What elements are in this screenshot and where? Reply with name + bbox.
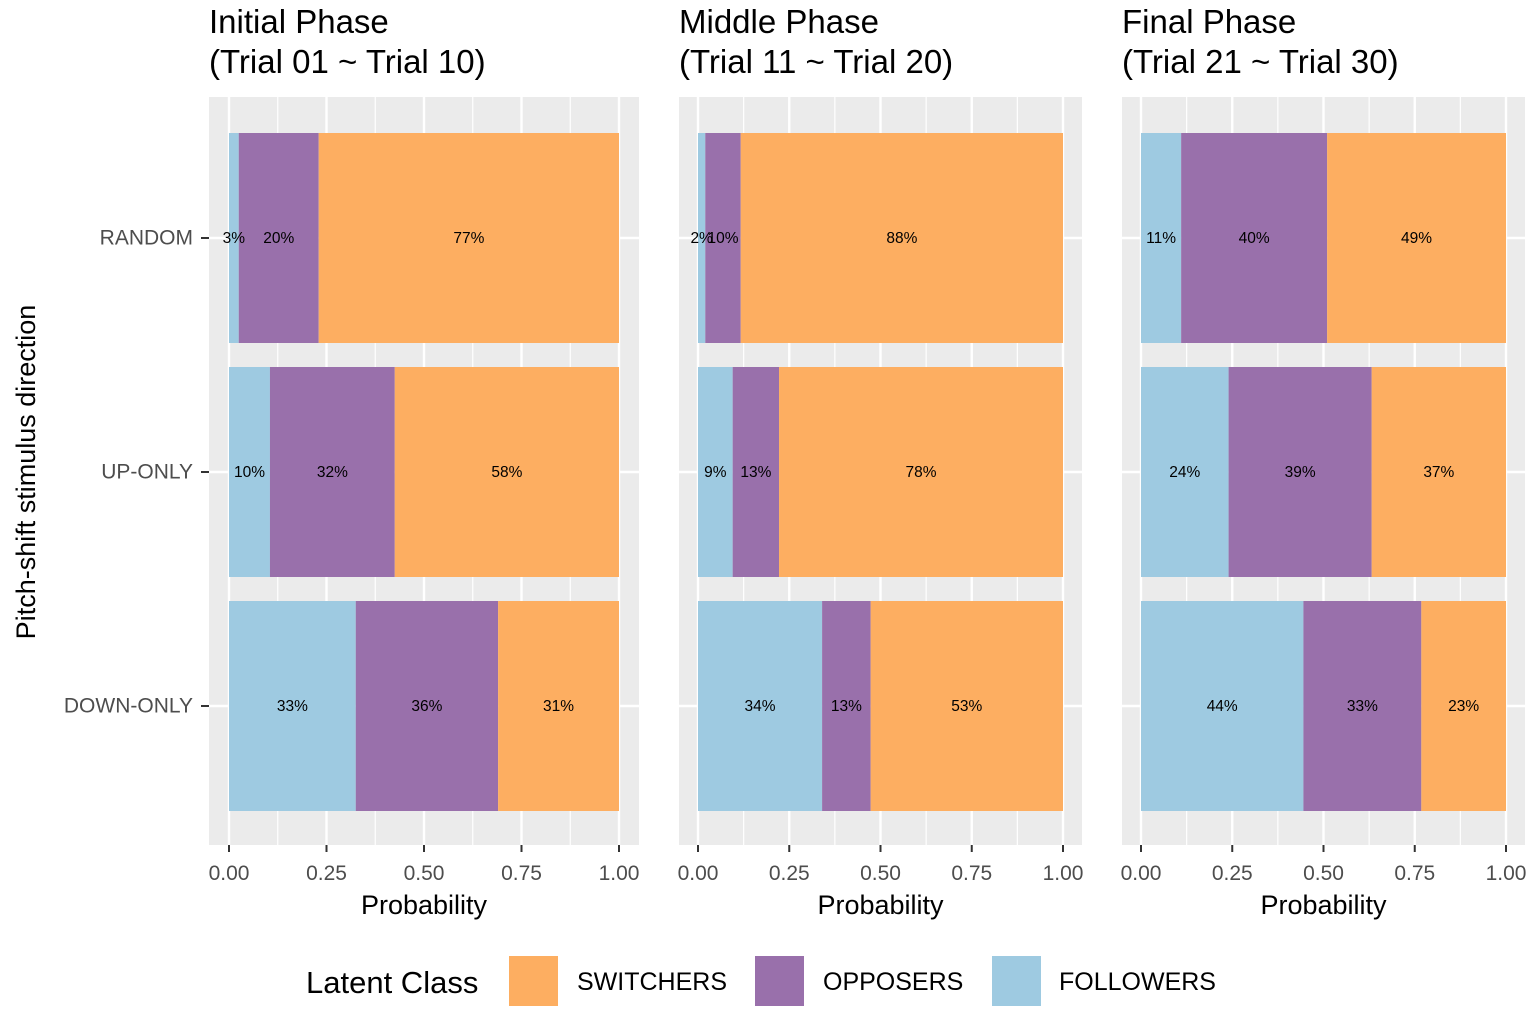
x-tick-label: 0.00	[678, 862, 719, 885]
y-category-labels: RANDOM UP-ONLY DOWN-ONLY	[64, 227, 209, 718]
x-axis-title: Probability	[1260, 890, 1387, 920]
x-tick-label: 0.50	[1303, 862, 1344, 885]
facet-title: Middle Phase	[679, 3, 879, 40]
data-label: 34%	[745, 698, 776, 715]
data-label: 53%	[951, 698, 982, 715]
data-label: 88%	[886, 230, 917, 247]
data-label: 10%	[707, 230, 738, 247]
data-label: 77%	[453, 230, 484, 247]
legend-label: SWITCHERS	[577, 968, 727, 996]
data-label: 3%	[223, 230, 246, 247]
legend-label: FOLLOWERS	[1059, 968, 1216, 996]
x-tick-label: 1.00	[1043, 862, 1084, 885]
x-tick-label: 0.00	[1121, 862, 1162, 885]
x-tick-label: 0.75	[501, 862, 542, 885]
x-tick-label: 0.75	[951, 862, 992, 885]
facet-subtitle: (Trial 21 ~ Trial 30)	[1122, 43, 1399, 80]
data-label: 11%	[1146, 230, 1176, 247]
y-axis-title: Pitch-shift stimulus direction	[11, 305, 41, 640]
x-tick-label: 0.25	[306, 862, 347, 885]
x-tick-label: 1.00	[1486, 862, 1527, 885]
facet-panels: 3% 20% 77% 10% 32% 58% 33% 36% 31% 0.00 0.25 0.50 0.…	[209, 3, 1527, 920]
x-axis-title: Probability	[817, 890, 944, 920]
x-tick-label: 1.00	[599, 862, 640, 885]
x-axis-title: Probability	[361, 890, 488, 920]
x-tick-label: 0.25	[769, 862, 810, 885]
x-tick-label: 0.25	[1212, 862, 1253, 885]
facet-panel: 11% 40% 49% 24% 39% 37% 44% 33% 23% 0.00 0.25 0.50 0…	[1121, 3, 1527, 920]
data-label: 31%	[543, 698, 574, 715]
y-tick-label: RANDOM	[100, 227, 193, 250]
faceted-stacked-bar-chart: 3% 20% 77% 10% 32% 58% 33% 36% 31% 0.00 0.25 0.50 0.…	[0, 0, 1536, 1014]
data-label: 39%	[1285, 464, 1316, 481]
legend-key	[509, 956, 558, 1006]
data-label: 40%	[1239, 230, 1270, 247]
data-label: 9%	[704, 464, 727, 481]
legend-key	[992, 956, 1041, 1006]
data-label: 10%	[234, 464, 265, 481]
data-label: 37%	[1423, 464, 1454, 481]
facet-subtitle: (Trial 11 ~ Trial 20)	[679, 43, 953, 80]
data-label: 49%	[1401, 230, 1432, 247]
x-tick-label: 0.00	[209, 862, 250, 885]
data-label: 44%	[1207, 698, 1238, 715]
data-label: 23%	[1448, 698, 1479, 715]
data-label: 20%	[263, 230, 294, 247]
data-label: 24%	[1169, 464, 1200, 481]
x-tick-label: 0.50	[404, 862, 445, 885]
data-label: 32%	[317, 464, 348, 481]
facet-panel: 2%10% 88%9% 13% 78%34% 13% 53%0.00 0.25 0.50 0.7…	[678, 3, 1084, 920]
y-tick-label: DOWN-ONLY	[64, 695, 193, 718]
data-label: 33%	[1347, 698, 1378, 715]
legend-key	[755, 956, 804, 1006]
legend-label: OPPOSERS	[823, 968, 963, 996]
facet-title: Final Phase	[1122, 3, 1296, 40]
data-label: 13%	[740, 464, 771, 481]
data-label: 78%	[905, 464, 936, 481]
legend-title: Latent Class	[306, 965, 478, 1000]
y-tick-label: UP-ONLY	[101, 461, 193, 484]
data-label: 33%	[277, 698, 308, 715]
data-label: 13%	[831, 698, 862, 715]
facet-panel: 3% 20% 77% 10% 32% 58% 33% 36% 31% 0.00 0.25 0.50 0.…	[209, 3, 640, 920]
x-tick-label: 0.50	[860, 862, 901, 885]
facet-subtitle: (Trial 01 ~ Trial 10)	[209, 43, 486, 80]
data-label: 58%	[491, 464, 522, 481]
x-tick-label: 0.75	[1394, 862, 1435, 885]
data-label: 36%	[411, 698, 442, 715]
facet-title: Initial Phase	[209, 3, 389, 40]
legend: Latent Class SWITCHERS OPPOSERS FOLLOWERS	[306, 956, 1216, 1006]
